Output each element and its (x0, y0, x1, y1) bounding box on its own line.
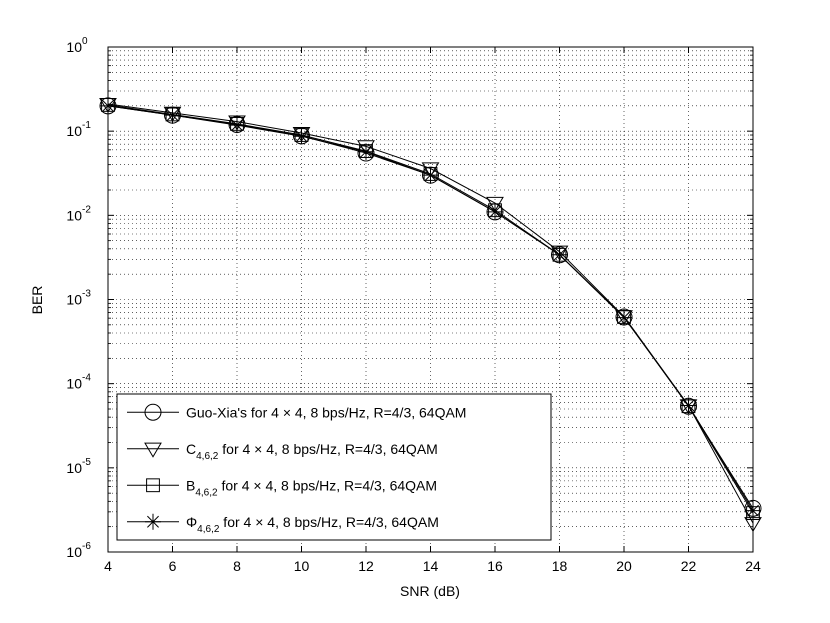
legend-label: C4,6,2 for 4 × 4, 8 bps/Hz, R=4/3, 64QAM (186, 441, 438, 462)
data-point-asterisk (616, 309, 632, 326)
x-tick-label: 8 (233, 558, 241, 574)
y-tick-label: 10 (66, 460, 82, 476)
x-tick-label: 12 (358, 558, 374, 574)
y-tick-label: 10 (66, 123, 82, 139)
x-tick-label: 14 (423, 558, 439, 574)
data-point-triangle-down (550, 245, 569, 261)
legend-box (116, 393, 552, 541)
x-tick-label: 16 (487, 558, 503, 574)
y-tick-exponent: -2 (82, 204, 91, 215)
y-tick-label: 10 (66, 207, 82, 223)
data-point-asterisk (487, 203, 503, 220)
data-point-triangle-down (228, 115, 246, 131)
x-tick-label: 24 (745, 558, 761, 574)
y-tick-label: 10 (66, 376, 82, 392)
data-point-asterisk (551, 246, 568, 263)
legend-label: B4,6,2 for 4 × 4, 8 bps/Hz, R=4/3, 64QAM (186, 477, 437, 498)
x-tick-label: 6 (169, 558, 177, 574)
y-tick-exponent: -1 (82, 120, 91, 131)
y-tick-label: 10 (66, 39, 82, 55)
x-tick-label: 4 (104, 558, 112, 574)
data-point-asterisk (293, 128, 310, 145)
y-tick-exponent: 0 (82, 36, 88, 47)
y-tick-label: 10 (66, 544, 82, 560)
legend-entry: B4,6,2 for 4 × 4, 8 bps/Hz, R=4/3, 64QAM (127, 477, 437, 498)
legend-label: Φ4,6,2 for 4 × 4, 8 bps/Hz, R=4/3, 64QAM (186, 514, 439, 535)
data-point-asterisk (680, 397, 697, 414)
y-tick-exponent: -5 (82, 457, 91, 468)
legend-entry: Φ4,6,2 for 4 × 4, 8 bps/Hz, R=4/3, 64QAM (127, 513, 439, 535)
legend-entry: C4,6,2 for 4 × 4, 8 bps/Hz, R=4/3, 64QAM (127, 441, 438, 462)
x-tick-label: 18 (552, 558, 568, 574)
legend: Guo-Xia's for 4 × 4, 8 bps/Hz, R=4/3, 64… (116, 393, 552, 541)
legend-marker-square (146, 478, 160, 493)
y-axis-label: BER (29, 286, 45, 315)
y-tick-exponent: -3 (82, 289, 91, 300)
data-point-asterisk (422, 167, 439, 184)
legend-marker-asterisk (145, 513, 161, 530)
x-tick-label: 22 (681, 558, 697, 574)
x-tick-label: 10 (294, 558, 310, 574)
legend-marker-circle (144, 403, 162, 421)
data-point-triangle-down (421, 162, 440, 178)
legend-label: Guo-Xia's for 4 × 4, 8 bps/Hz, R=4/3, 64… (186, 404, 466, 420)
x-tick-label: 20 (616, 558, 632, 574)
y-tick-exponent: -4 (82, 373, 91, 384)
legend-entry: Guo-Xia's for 4 × 4, 8 bps/Hz, R=4/3, 64… (127, 403, 466, 421)
x-axis-label: SNR (dB) (400, 583, 460, 599)
y-tick-exponent: -6 (82, 541, 91, 552)
data-point-asterisk (229, 117, 245, 134)
legend-marker-triangle-down (144, 442, 162, 458)
y-tick-label: 10 (66, 292, 82, 308)
data-point-asterisk (164, 107, 181, 124)
data-point-asterisk (358, 143, 374, 160)
